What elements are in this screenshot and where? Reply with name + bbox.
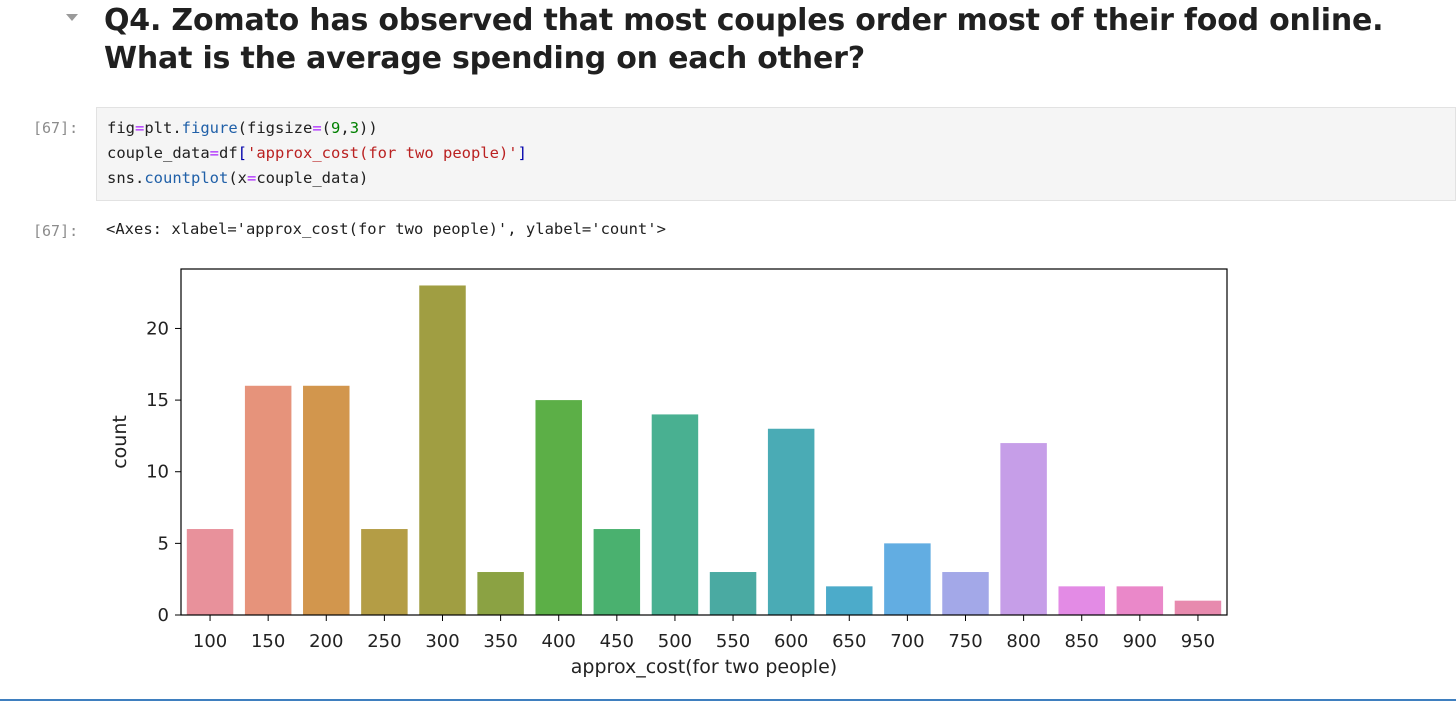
collapse-heading-icon[interactable] xyxy=(66,14,78,21)
code-token: , xyxy=(340,119,350,137)
bar-850 xyxy=(1058,586,1105,615)
code-token: )) xyxy=(359,119,378,137)
y-tick-label: 20 xyxy=(146,318,169,339)
code-token: figure xyxy=(181,119,238,137)
output-prompt: [67]: xyxy=(33,222,79,240)
x-axis-label: approx_cost(for two people) xyxy=(571,656,837,678)
bar-350 xyxy=(477,572,524,615)
x-tick-label: 450 xyxy=(600,631,634,652)
code-token: df xyxy=(219,144,238,162)
x-tick-label: 800 xyxy=(1006,631,1040,652)
x-tick-label: 400 xyxy=(542,631,576,652)
code-line: fig=plt.figure(figsize=(9,3)) xyxy=(107,116,527,141)
code-token: 3 xyxy=(349,119,360,137)
code-token: couple_data) xyxy=(256,169,369,187)
code-token: = xyxy=(209,144,219,162)
bar-400 xyxy=(535,400,582,615)
output-text: <Axes: xlabel='approx_cost(for two peopl… xyxy=(106,220,666,238)
code-line: couple_data=df['approx_cost(for two peop… xyxy=(107,141,527,166)
bar-750 xyxy=(942,572,989,615)
x-tick-label: 700 xyxy=(890,631,924,652)
input-prompt: [67]: xyxy=(33,119,79,137)
code-token: = xyxy=(247,169,257,187)
y-tick-label: 10 xyxy=(146,462,169,483)
bar-900 xyxy=(1116,586,1164,615)
x-tick-label: 900 xyxy=(1123,631,1157,652)
markdown-heading: Q4. Zomato has observed that most couple… xyxy=(104,2,1384,78)
bar-700 xyxy=(884,543,931,615)
code-token: couple_data xyxy=(107,144,210,162)
bar-100 xyxy=(186,529,234,615)
x-tick-label: 300 xyxy=(425,631,459,652)
code-token: [ xyxy=(237,144,248,162)
y-axis-label: count xyxy=(109,415,131,469)
heading-line-2: What is the average spending on each oth… xyxy=(104,41,865,76)
code-token: countplot xyxy=(144,169,229,187)
x-tick-label: 950 xyxy=(1181,631,1215,652)
x-tick-label: 250 xyxy=(367,631,401,652)
bar-450 xyxy=(593,529,641,615)
code-token: ( xyxy=(321,119,332,137)
bars-group xyxy=(186,285,1222,615)
x-tick-label: 150 xyxy=(251,631,285,652)
code-token: (x xyxy=(228,169,247,187)
code-token: ] xyxy=(517,144,527,162)
code-line: sns.countplot(x=couple_data) xyxy=(107,166,527,191)
code-token: = xyxy=(312,119,322,137)
code-token: 'approx_cost(for two people)' xyxy=(247,144,518,162)
bar-200 xyxy=(303,385,350,615)
bar-550 xyxy=(709,572,757,615)
bar-600 xyxy=(767,428,815,615)
countplot-chart: 0 5 10 15 20 100 150 200 250 300 350 400 450 500 550 6… xyxy=(109,268,1228,678)
x-tick-label: 100 xyxy=(193,631,227,652)
bar-650 xyxy=(826,586,873,615)
code-token: fig xyxy=(107,119,135,137)
x-tick-label: 850 xyxy=(1065,631,1099,652)
x-tick-label: 600 xyxy=(774,631,808,652)
bar-800 xyxy=(1000,443,1047,615)
x-tick-label: 200 xyxy=(309,631,343,652)
code-token: 9 xyxy=(331,119,341,137)
code-token: = xyxy=(135,119,145,137)
bar-300 xyxy=(419,285,466,615)
x-tick-label: 350 xyxy=(483,631,517,652)
y-tick-label: 5 xyxy=(158,533,169,554)
x-tick-label: 500 xyxy=(658,631,692,652)
bar-500 xyxy=(651,414,699,615)
x-tick-label: 550 xyxy=(716,631,750,652)
code-token: sns. xyxy=(107,169,145,187)
code-text: fig=plt.figure(figsize=(9,3)) couple_data… xyxy=(107,116,527,191)
heading-line-1: Q4. Zomato has observed that most couple… xyxy=(104,3,1384,38)
cell-separator xyxy=(0,699,1456,701)
code-token: (figsize xyxy=(237,119,313,137)
bar-250 xyxy=(361,529,408,615)
y-tick-label: 0 xyxy=(158,605,169,626)
y-axis: 0 5 10 15 20 xyxy=(146,318,181,626)
bar-950 xyxy=(1174,600,1222,615)
bar-150 xyxy=(244,385,292,615)
y-tick-label: 15 xyxy=(146,390,169,411)
code-cell-editor[interactable]: fig=plt.figure(figsize=(9,3)) couple_data… xyxy=(96,107,1456,201)
axes-frame xyxy=(180,268,1228,616)
x-tick-label: 750 xyxy=(948,631,982,652)
x-tick-label: 650 xyxy=(832,631,866,652)
x-axis: 100 150 200 250 300 350 400 450 500 550 600 650 700 7… xyxy=(193,615,1215,652)
code-token: plt. xyxy=(144,119,182,137)
